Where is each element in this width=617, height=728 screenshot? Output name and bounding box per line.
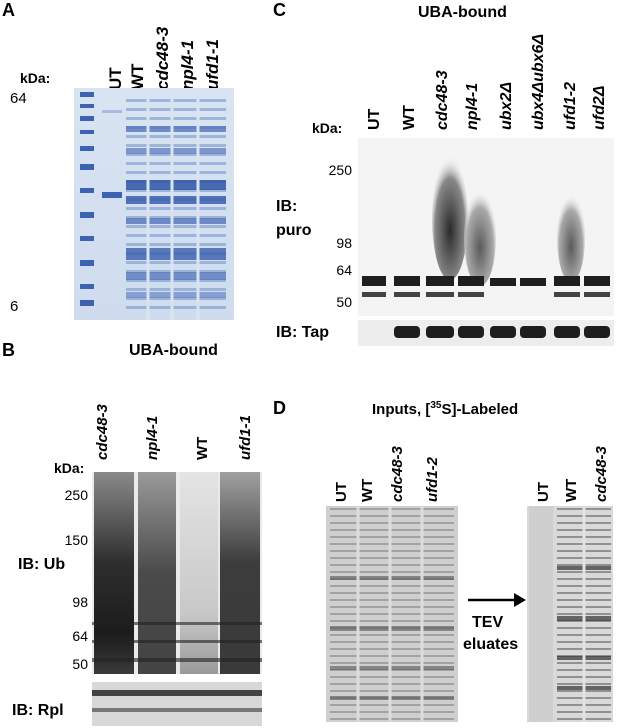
panel-d-letter: D [273,398,286,418]
panel-d-right-lane-cdc48-3: cdc48-3 [593,446,610,502]
panel-d-right-lane-wt: WT [563,478,580,502]
panel-d-left-gel-image [326,506,458,722]
panel-d-title: Inputs, [35S]-Labeled [372,400,518,418]
panel-b-marker-98: 98 [72,594,88,610]
panel-b-kda-label: kDa: [54,460,85,476]
panel-d-arrow-label-1: TEV [472,614,504,631]
panel-d-left-lane-cdc48-3: cdc48-3 [389,446,406,502]
panel-b-lane-npl4-1: npl4-1 [144,415,161,460]
panel-c-tap-blot-image [358,320,614,346]
panel-c-ib-puro-label-2: puro [276,222,312,239]
panel-c-marker-98: 98 [336,235,352,251]
panel-b-lane-wt: WT [194,436,211,460]
arrow-icon [468,593,526,607]
panel-b-lane-cdc48-3: cdc48-3 [94,404,111,460]
panel-c-marker-250: 250 [328,162,352,178]
panel-b-marker-64: 64 [72,628,88,644]
panel-a-kda-label: kDa: [20,70,51,86]
panel-d-left-lane-ut: UT [333,482,350,502]
panel-c-kda-label: kDa: [312,120,343,136]
panel-b-marker-250: 250 [64,487,88,503]
panel-a-lane-wt: WT [128,63,147,90]
panel-d-arrow-label-2: eluates [463,636,519,653]
panel-d-title-sup: 35 [430,400,442,411]
panel-a-marker-64: 64 [10,90,27,107]
panel-d-right-gel-image [527,506,613,722]
panel-b-rpl-blot-image [92,682,262,726]
panel-b-title: UBA-bound [129,342,218,359]
panel-a-lane-ufd1-1: ufd1-1 [203,39,222,90]
panel-c-lane-ufd1-2: ufd1-2 [562,82,579,130]
panel-b-marker-50: 50 [72,656,88,672]
panel-c-lane-npl4-1: npl4-1 [464,82,481,130]
panel-b-ib-rpl-label: IB: Rpl [12,702,64,719]
panel-a-gel-image [74,88,234,320]
panel-d-left-lane-ufd1-2: ufd1-2 [424,457,441,502]
panel-a-lane-ut: UT [106,67,125,90]
panel-b-marker-150: 150 [64,532,88,548]
panel-c-marker-64: 64 [336,262,352,278]
panel-a-lane-cdc48-3: cdc48-3 [153,26,172,90]
panel-d-left-lane-wt: WT [359,478,376,502]
panel-c-lane-ut: UT [366,108,383,130]
panel-c-letter: C [273,0,286,20]
panel-b-blot-image [92,472,262,674]
panel-b-letter: B [2,340,15,360]
panel-c-blot-image [358,138,614,316]
panel-c-ib-tap-label: IB: Tap [276,324,330,341]
panel-c-lane-ubx4ubx6: ubx4Δubx6Δ [530,33,547,130]
panel-a-marker-6: 6 [10,298,19,315]
panel-b-lane-ufd1-1: ufd1-1 [237,415,254,460]
panel-c-ib-puro-label-1: IB: [276,198,298,215]
panel-c-lane-cdc48-3: cdc48-3 [434,70,451,130]
panel-c-lane-ufd2: ufd2Δ [591,85,608,130]
panel-d-right-lane-ut: UT [535,482,552,502]
panel-c-marker-50: 50 [336,294,352,310]
panel-c-title: UBA-bound [418,4,507,21]
panel-a-letter: A [2,0,15,20]
panel-a-lane-npl4-1: npl4-1 [178,39,197,90]
panel-d-title-suffix: S]-Labeled [441,401,519,418]
panel-c-lane-wt: WT [401,105,418,130]
panel-d-title-prefix: Inputs, [ [372,401,431,418]
panel-c-lane-ubx2: ubx2Δ [498,81,515,130]
panel-b-ib-ub-label: IB: Ub [18,556,66,573]
